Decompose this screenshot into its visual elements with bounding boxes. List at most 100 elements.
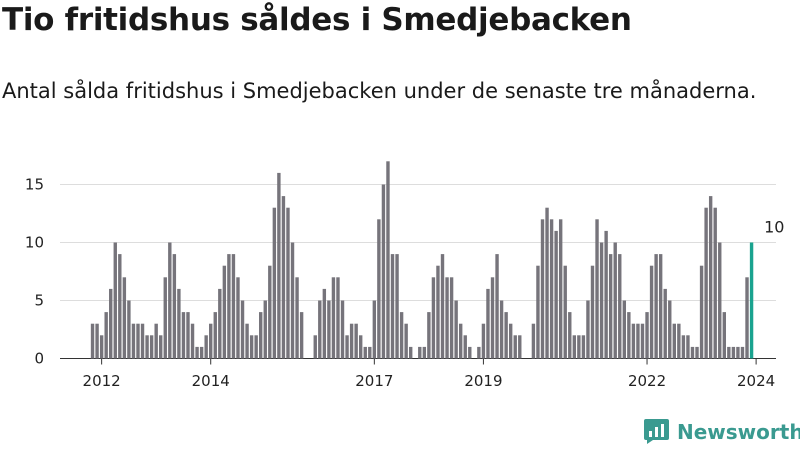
bar [481, 323, 486, 359]
bar [595, 219, 599, 359]
bar [268, 265, 272, 359]
bar [581, 335, 586, 359]
bar [349, 323, 354, 359]
bar [113, 242, 117, 359]
bar [399, 312, 404, 359]
bar [354, 323, 358, 359]
bar [145, 335, 149, 359]
bar [558, 219, 563, 359]
bar [190, 323, 195, 359]
bar [359, 335, 363, 359]
bar [486, 288, 490, 359]
bar [390, 254, 395, 359]
bar [195, 346, 199, 359]
bar [540, 219, 545, 359]
bar [604, 230, 608, 359]
bar [159, 335, 163, 359]
chart-title: Tio fritidshus såldes i Smedjebacken [2, 2, 632, 38]
bar [168, 242, 172, 359]
bar [186, 312, 190, 359]
bar [263, 300, 267, 359]
bar [504, 312, 508, 359]
bar [313, 335, 317, 359]
bar [140, 323, 145, 359]
bar [549, 219, 554, 359]
bar [463, 335, 467, 359]
bar [427, 312, 431, 359]
bar [254, 335, 258, 359]
data-label: 10 [764, 218, 784, 237]
bar [599, 242, 604, 359]
bar [199, 346, 204, 359]
bar [518, 335, 522, 359]
bar [377, 219, 381, 359]
x-tick-label: 2024 [737, 372, 775, 390]
bar [286, 207, 290, 359]
bar [368, 346, 372, 359]
bar [318, 300, 322, 359]
bar [149, 335, 154, 359]
bar [740, 346, 745, 359]
bar [736, 346, 740, 359]
bar [627, 312, 631, 359]
bar [663, 288, 667, 359]
bar [209, 323, 213, 359]
bar [222, 265, 227, 359]
bar [363, 346, 367, 359]
x-tick-label: 2014 [192, 372, 230, 390]
bar [531, 323, 536, 359]
bar [454, 300, 458, 359]
bar [686, 335, 690, 359]
bar [440, 254, 445, 359]
bar [681, 335, 686, 359]
bar [227, 254, 231, 359]
bar [418, 346, 422, 359]
bar [386, 161, 390, 359]
bar [649, 265, 654, 359]
bar [322, 288, 327, 359]
bar [713, 207, 717, 359]
bar [590, 265, 595, 359]
bar [345, 335, 349, 359]
bar [340, 300, 345, 359]
bar [468, 346, 472, 359]
bar [572, 335, 577, 359]
bar [327, 300, 331, 359]
newsworthy-logo: Newsworthy [644, 419, 800, 444]
bar [90, 323, 95, 359]
x-tick-label: 2022 [628, 372, 666, 390]
bar [668, 300, 672, 359]
bar [245, 323, 249, 359]
chart-subtitle: Antal sålda fritidshus i Smedjebacken un… [2, 79, 757, 103]
bar [295, 277, 299, 359]
bar [118, 254, 122, 359]
bar [577, 335, 581, 359]
x-tick-label: 2012 [83, 372, 121, 390]
bar [131, 323, 136, 359]
bar [745, 277, 749, 359]
bar [236, 277, 240, 359]
bar [513, 335, 517, 359]
bar [136, 323, 140, 359]
y-tick-label: 15 [25, 176, 44, 194]
y-tick-label: 0 [34, 350, 44, 368]
bar [613, 242, 617, 359]
bar [636, 323, 640, 359]
bar [672, 323, 676, 359]
bar [495, 254, 499, 359]
bar [431, 277, 436, 359]
bar [622, 300, 627, 359]
bar [109, 288, 113, 359]
bar [445, 277, 449, 359]
bar [122, 277, 127, 359]
bar [563, 265, 567, 359]
bar [458, 323, 463, 359]
x-tick-label: 2019 [464, 372, 502, 390]
bar [695, 346, 699, 359]
bar [372, 300, 377, 359]
bar [272, 207, 277, 359]
bar [172, 254, 177, 359]
newsworthy-logo-icon [644, 419, 669, 444]
bar [508, 323, 513, 359]
bar [204, 335, 208, 359]
